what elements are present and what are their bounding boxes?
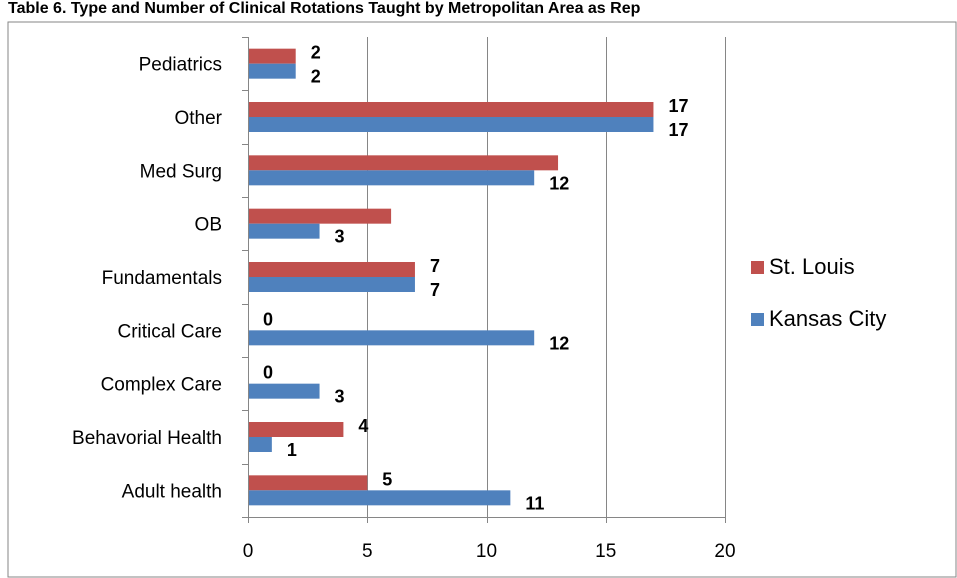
bar-kansas-city-adult-health: [249, 490, 511, 506]
category-label-behavorial-health: Behavorial Health: [72, 428, 222, 449]
bar-st-louis-other: [249, 102, 654, 117]
axes: [242, 37, 726, 523]
legend-label-kansas-city: Kansas City: [769, 306, 886, 331]
data-label-st-louis-pediatrics: 2: [311, 43, 321, 63]
chart-title: Table 6. Type and Number of Clinical Rot…: [8, 0, 641, 17]
data-label-st-louis-critical-care: 0: [263, 309, 273, 329]
data-label-kansas-city-critical-care: 12: [549, 333, 569, 353]
bar-st-louis-fundamentals: [249, 262, 415, 277]
data-label-st-louis-behavorial-health: 4: [358, 416, 368, 436]
bar-kansas-city-ob: [249, 223, 320, 239]
category-label-ob: OB: [195, 215, 222, 236]
legend-swatch-st-louis: [751, 261, 764, 274]
bar-kansas-city-med-surg: [249, 170, 535, 186]
data-label-kansas-city-other: 17: [668, 120, 688, 140]
bar-st-louis-adult-health: [249, 475, 368, 491]
category-label-critical-care: Critical Care: [117, 321, 222, 342]
x-tick-label-5: 5: [362, 541, 373, 562]
category-label-pediatrics: Pediatrics: [139, 55, 222, 76]
data-label-st-louis-fundamentals: 7: [430, 256, 440, 276]
x-tick-label-0: 0: [243, 541, 254, 562]
category-label-fundamentals: Fundamentals: [102, 268, 222, 289]
bar-kansas-city-critical-care: [249, 330, 535, 346]
category-label-adult-health: Adult health: [122, 481, 222, 502]
data-label-kansas-city-behavorial-health: 1: [287, 440, 297, 460]
bar-st-louis-med-surg: [249, 155, 559, 171]
category-label-complex-care: Complex Care: [101, 375, 222, 396]
chart-frame: [7, 21, 957, 578]
category-label-med-surg: Med Surg: [140, 161, 222, 182]
legend-label-st-louis: St. Louis: [769, 254, 855, 279]
data-label-st-louis-adult-health: 5: [382, 469, 392, 489]
bar-st-louis-behavorial-health: [249, 422, 344, 437]
data-label-st-louis-complex-care: 0: [263, 363, 273, 383]
data-label-kansas-city-complex-care: 3: [335, 387, 345, 407]
data-label-kansas-city-ob: 3: [335, 227, 345, 247]
data-label-kansas-city-pediatrics: 2: [311, 67, 321, 87]
data-label-kansas-city-fundamentals: 7: [430, 280, 440, 300]
bar-kansas-city-behavorial-health: [249, 437, 272, 452]
bar-kansas-city-fundamentals: [249, 277, 415, 292]
bar-kansas-city-pediatrics: [249, 63, 296, 79]
bar-st-louis-pediatrics: [249, 48, 296, 64]
x-tick-label-10: 10: [476, 541, 497, 562]
legend: St. Louis Kansas City: [751, 254, 886, 331]
x-tick-label-20: 20: [714, 541, 735, 562]
bar-kansas-city-other: [249, 117, 654, 132]
bar-st-louis-ob: [249, 208, 392, 224]
data-label-kansas-city-adult-health: 11: [525, 493, 544, 513]
data-label-st-louis-other: 17: [668, 96, 688, 116]
x-tick-label-15: 15: [595, 541, 616, 562]
bar-kansas-city-complex-care: [249, 383, 320, 399]
bars: [249, 48, 654, 506]
legend-swatch-kansas-city: [751, 313, 764, 326]
data-label-kansas-city-med-surg: 12: [549, 173, 569, 193]
category-label-other: Other: [174, 108, 222, 129]
